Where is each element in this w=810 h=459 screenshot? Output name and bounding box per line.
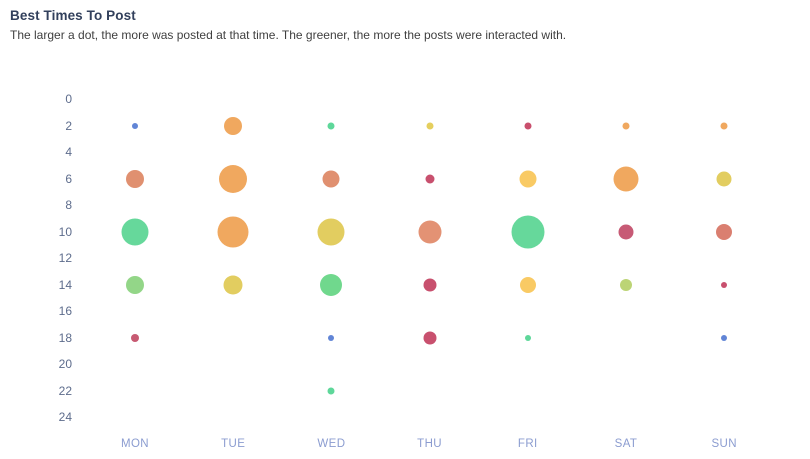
y-axis-tick-24: 24 bbox=[58, 410, 72, 425]
bubble-sat-2[interactable] bbox=[622, 122, 630, 130]
bubble-sat-14[interactable] bbox=[620, 278, 632, 291]
bubble-mon-18[interactable] bbox=[131, 333, 139, 342]
bubble-wed-2[interactable] bbox=[327, 122, 335, 130]
bubble-fri-10[interactable] bbox=[511, 215, 545, 249]
bubble-wed-22[interactable] bbox=[327, 387, 335, 395]
bubble-thu-6[interactable] bbox=[425, 174, 435, 184]
y-axis-tick-2: 2 bbox=[65, 118, 72, 133]
bubble-wed-10[interactable] bbox=[317, 218, 345, 246]
y-axis-tick-16: 16 bbox=[58, 304, 72, 319]
x-axis-label-sun: SUN bbox=[711, 438, 737, 450]
y-axis-tick-20: 20 bbox=[58, 357, 72, 372]
y-axis-tick-10: 10 bbox=[58, 224, 72, 239]
y-axis-tick-0: 0 bbox=[65, 92, 72, 106]
bubble-mon-14[interactable] bbox=[126, 275, 144, 294]
x-axis-label-thu: THU bbox=[417, 438, 443, 450]
bubble-fri-2[interactable] bbox=[524, 122, 532, 130]
bubble-sun-14[interactable] bbox=[721, 281, 728, 288]
bubble-mon-10[interactable] bbox=[121, 218, 149, 246]
bubble-sun-10[interactable] bbox=[716, 223, 733, 240]
chart-title: Best Times To Post bbox=[10, 8, 136, 23]
bubble-tue-2[interactable] bbox=[224, 116, 243, 135]
bubble-fri-18[interactable] bbox=[524, 334, 531, 341]
x-axis-label-tue: TUE bbox=[221, 438, 246, 450]
bubble-fri-14[interactable] bbox=[519, 276, 536, 293]
bubble-thu-18[interactable] bbox=[423, 331, 437, 345]
y-axis-tick-14: 14 bbox=[58, 277, 72, 292]
x-axis-label-wed: WED bbox=[317, 438, 346, 450]
bubble-sat-6[interactable] bbox=[613, 166, 639, 192]
x-axis-label-fri: FRI bbox=[517, 438, 538, 450]
y-axis-tick-6: 6 bbox=[65, 171, 72, 186]
x-axis-label-sat: SAT bbox=[614, 438, 638, 450]
x-axis-label-mon: MON bbox=[120, 438, 150, 450]
bubble-sat-10[interactable] bbox=[618, 224, 634, 240]
y-axis-tick-18: 18 bbox=[58, 330, 72, 345]
y-axis-tick-4: 4 bbox=[65, 145, 72, 160]
bubble-wed-14[interactable] bbox=[320, 273, 343, 296]
bubble-sun-2[interactable] bbox=[720, 122, 728, 130]
bubble-sun-6[interactable] bbox=[716, 171, 732, 187]
bubble-mon-6[interactable] bbox=[126, 169, 144, 188]
y-axis-tick-12: 12 bbox=[58, 251, 72, 266]
bubble-tue-10[interactable] bbox=[217, 216, 249, 248]
bubble-wed-6[interactable] bbox=[322, 170, 340, 188]
bubble-tue-14[interactable] bbox=[223, 275, 243, 295]
bubble-sun-18[interactable] bbox=[721, 334, 728, 341]
bubble-fri-6[interactable] bbox=[519, 170, 537, 188]
y-axis-tick-8: 8 bbox=[65, 198, 72, 213]
bubble-thu-10[interactable] bbox=[418, 220, 442, 244]
chart-subtitle: The larger a dot, the more was posted at… bbox=[10, 28, 567, 42]
bubble-thu-2[interactable] bbox=[426, 122, 434, 130]
y-axis-tick-22: 22 bbox=[58, 383, 72, 398]
bubble-tue-6[interactable] bbox=[219, 164, 248, 193]
bubble-mon-2[interactable] bbox=[132, 122, 138, 129]
bubble-thu-14[interactable] bbox=[423, 278, 437, 292]
bubble-wed-18[interactable] bbox=[328, 334, 335, 341]
